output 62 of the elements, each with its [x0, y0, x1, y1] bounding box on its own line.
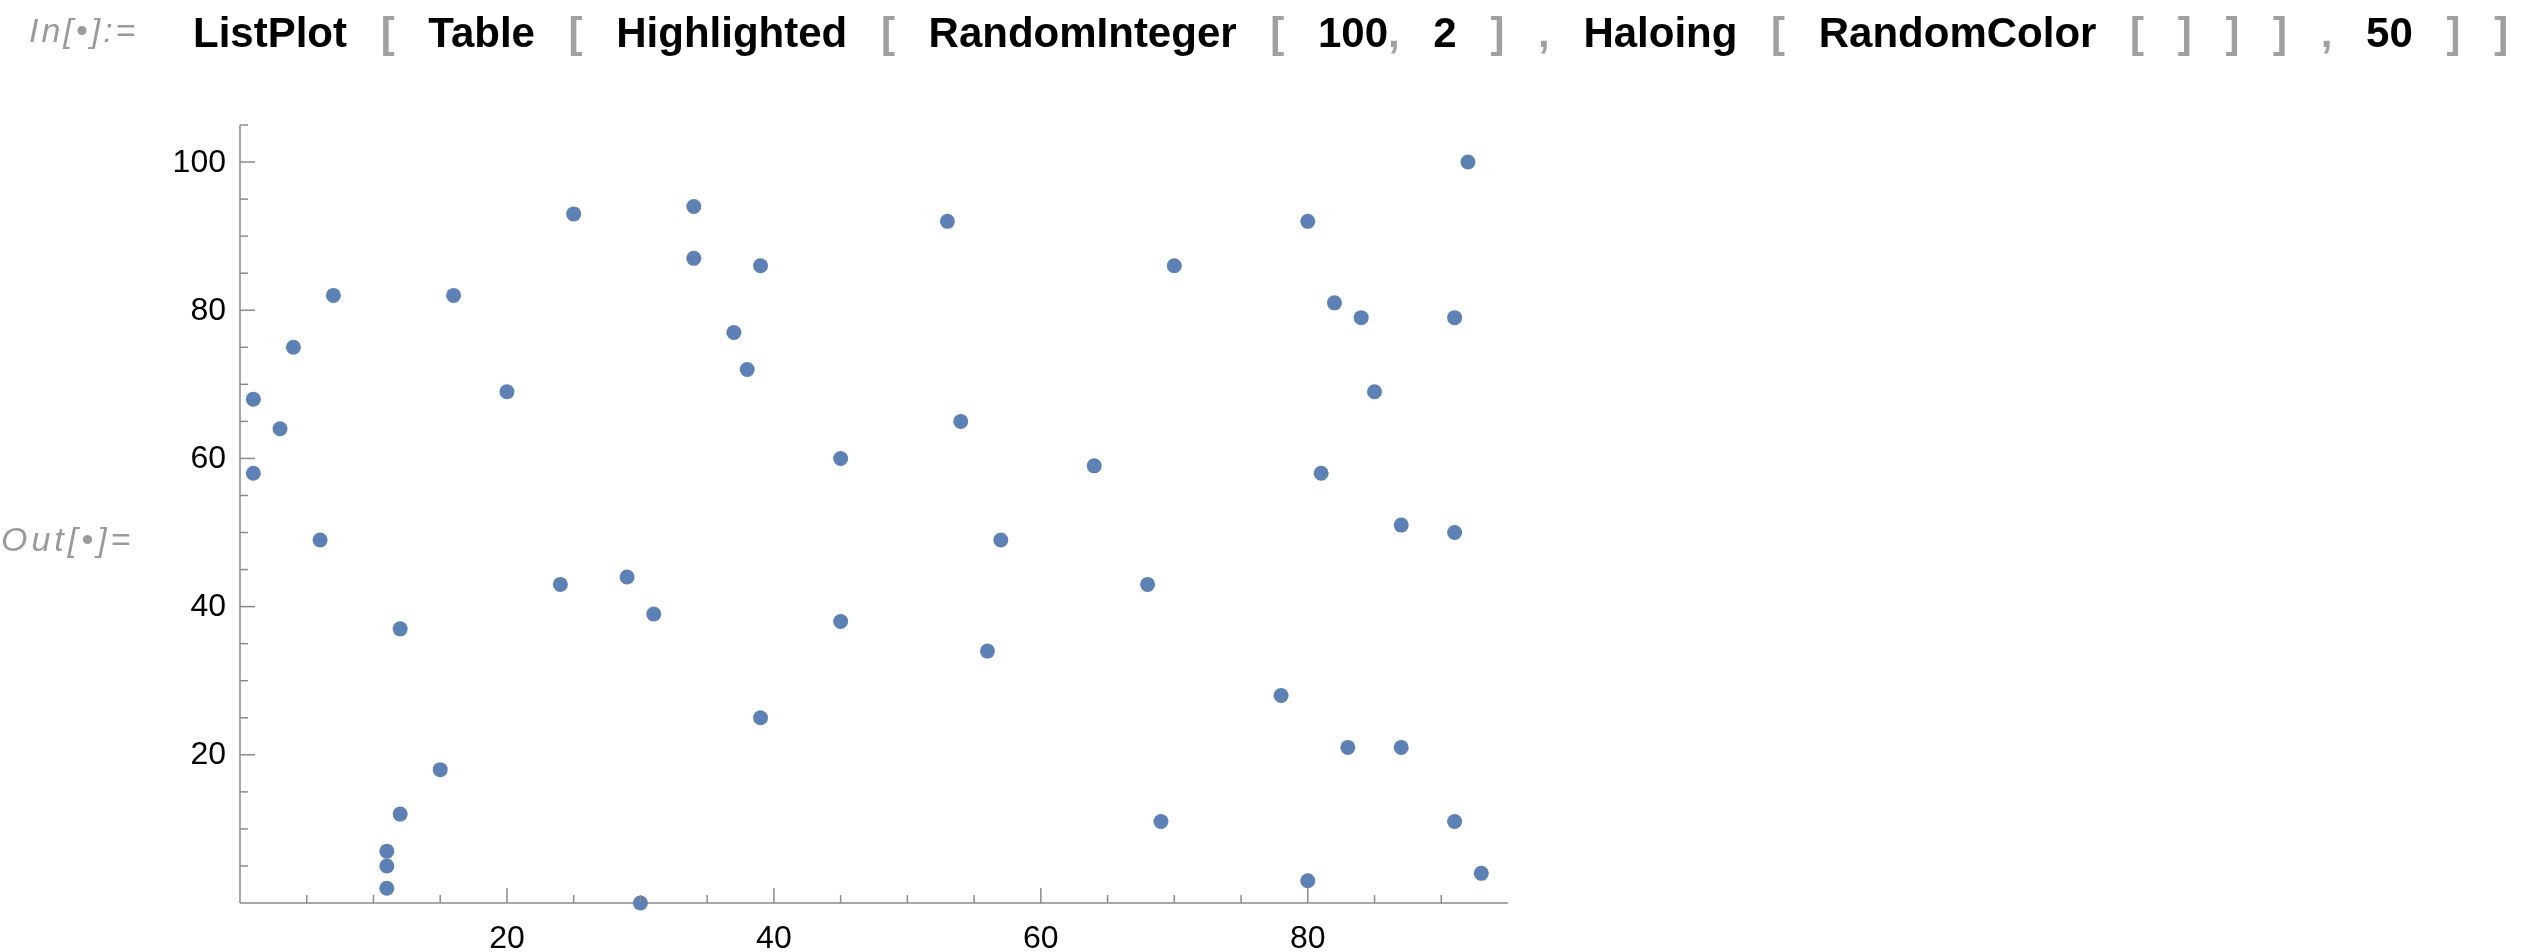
point: [646, 606, 662, 622]
point: [753, 258, 769, 274]
y-tick-label: 80: [190, 290, 226, 327]
y-tick-label: 100: [172, 142, 226, 179]
point: [379, 843, 395, 859]
point: [753, 710, 769, 726]
point: [1460, 154, 1476, 170]
point: [939, 213, 955, 229]
point: [285, 339, 301, 355]
x-tick-label: 80: [1289, 919, 1326, 952]
x-tick-label: 20: [489, 919, 525, 952]
point: [1393, 739, 1409, 755]
point: [632, 895, 648, 911]
point: [379, 858, 395, 874]
point: [1473, 865, 1489, 881]
point: [1340, 739, 1356, 755]
point: [1447, 814, 1463, 829]
point: [953, 413, 969, 429]
point: [1447, 310, 1463, 326]
point: [833, 613, 849, 629]
point: [1153, 814, 1169, 829]
point: [993, 532, 1009, 548]
point: [379, 880, 395, 896]
point: [1326, 295, 1342, 311]
point: [446, 287, 462, 303]
point: [619, 569, 635, 585]
x-tick-label: 40: [756, 919, 792, 952]
point: [833, 450, 849, 466]
point: [1353, 310, 1369, 326]
point: [1367, 384, 1383, 400]
point: [739, 362, 755, 378]
point: [245, 391, 261, 407]
point: [1166, 258, 1182, 274]
point: [1140, 576, 1156, 592]
point: [392, 806, 408, 822]
point: [1300, 873, 1316, 889]
point: [1313, 465, 1329, 481]
point: [686, 199, 702, 215]
y-tick-label: 20: [190, 735, 226, 772]
point: [272, 421, 288, 437]
point: [312, 532, 328, 548]
x-tick-label: 60: [1023, 919, 1059, 952]
point: [1393, 517, 1409, 533]
point: [245, 465, 261, 481]
point: [552, 576, 568, 592]
text: Out[•]=: [1, 520, 135, 558]
text: ListPlot [ Table [ Highlighted [ RandomInteger [ 100, 2 ] , Haloing [ RandomColor [ ] ] ] , 50 ] ]: [193, 9, 2509, 56]
text: In[•]:=: [29, 11, 139, 49]
point: [1300, 213, 1316, 229]
point: [432, 762, 448, 778]
point: [566, 206, 582, 222]
point: [726, 324, 742, 340]
point: [1086, 458, 1102, 474]
point: [979, 643, 995, 659]
point: [1273, 688, 1289, 704]
point: [325, 287, 341, 303]
y-tick-label: 40: [190, 587, 226, 624]
point: [392, 621, 408, 637]
point: [499, 384, 515, 400]
point: [1447, 525, 1463, 541]
point: [686, 250, 702, 266]
y-tick-label: 60: [190, 439, 226, 476]
